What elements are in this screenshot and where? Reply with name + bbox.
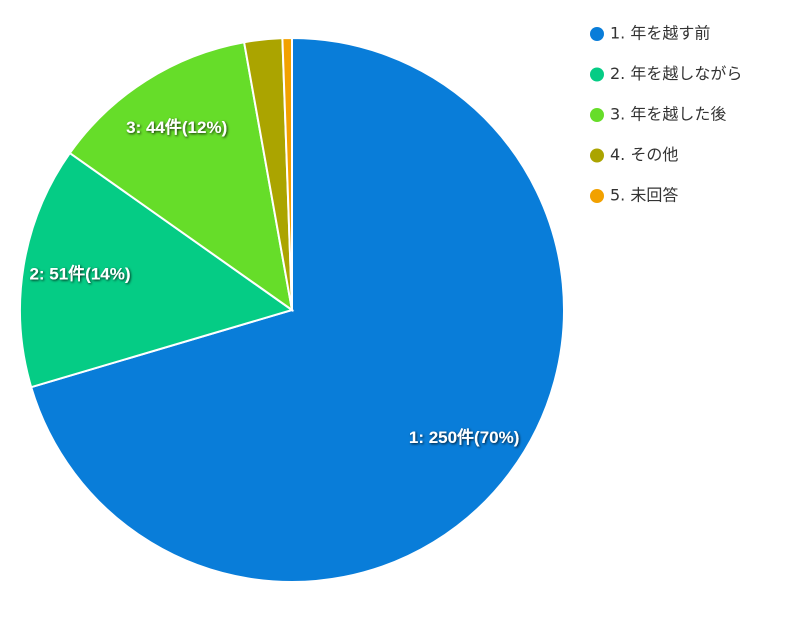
legend-marker — [590, 108, 604, 122]
legend-label: 2. 年を越しながら — [610, 64, 742, 83]
legend-label: 4. その他 — [610, 145, 678, 164]
pie-slice — [29, 36, 565, 583]
data-label: 3: 44件(12%) — [126, 117, 227, 137]
data-label: 2: 51件(14%) — [29, 263, 130, 283]
legend-label: 1. 年を越す前 — [610, 24, 710, 43]
pie-slice — [68, 41, 294, 313]
data-label: 1: 250件(70%) — [409, 427, 520, 447]
legend-marker — [590, 67, 604, 82]
legend-marker — [590, 148, 604, 163]
legend-label: 3. 年を越した後 — [610, 105, 726, 124]
pie-slice — [281, 36, 293, 311]
legend-marker — [590, 27, 604, 41]
legend-marker — [590, 189, 604, 203]
legend-label: 5. 未回答 — [610, 186, 678, 205]
pie-slice — [19, 151, 295, 389]
